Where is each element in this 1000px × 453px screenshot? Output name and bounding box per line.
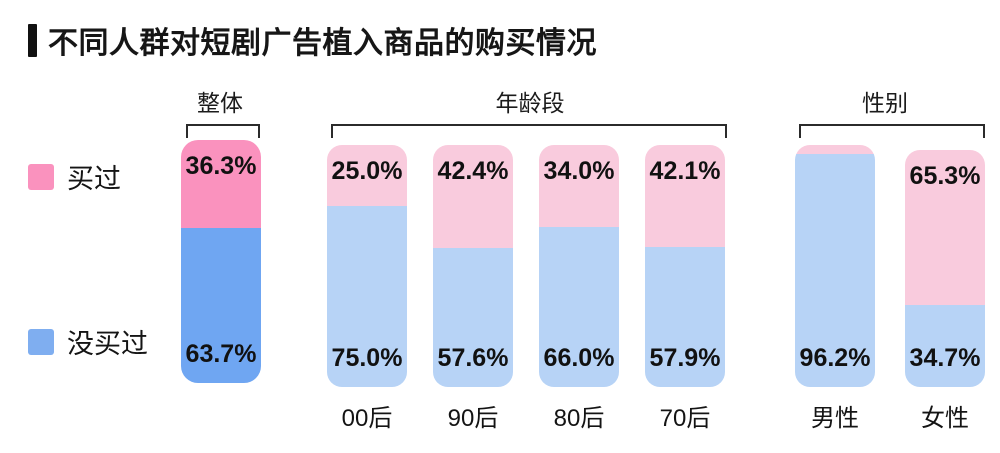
legend-item-not-bought[interactable]: 没买过 [28,322,148,361]
x-label-男性: 男性 [811,405,859,432]
bracket-gender [799,124,985,138]
bar-女性[interactable]: 65.3% 34.7% [905,150,985,387]
bar-segment-not-bought-男性: 96.2% [795,154,875,387]
title-accent-bar [28,23,37,57]
bar-segment-bought-整体: 36.3% [181,140,261,229]
bar-segment-bought-男性 [795,145,875,155]
x-label-80后: 80后 [553,405,605,432]
bar-value-bought-00后: 25.0% [331,157,403,185]
x-label-00后: 00后 [341,405,393,432]
legend-label-not-bought: 没买过 [67,329,148,359]
bar-value-not-bought-80后: 66.0% [543,343,615,372]
group-label-overall: 整体 [197,90,243,116]
bar-00后[interactable]: 25.0% 75.0% [327,145,407,387]
bar-value-bought-70后: 42.1% [649,157,721,185]
legend-label-bought: 买过 [67,164,121,194]
bar-男性[interactable]: 96.2% [795,145,875,387]
legend-item-bought[interactable]: 买过 [28,157,121,196]
bar-value-bought-80后: 34.0% [543,157,615,185]
legend-swatch-not-bought [28,328,54,355]
bar-segment-not-bought-80后: 66.0% [539,227,619,387]
bar-segment-bought-70后: 42.1% [645,145,725,247]
bar-value-not-bought-整体: 63.7% [185,339,257,368]
x-label-90后: 90后 [447,405,499,432]
bar-segment-not-bought-整体: 63.7% [181,228,261,383]
bar-segment-not-bought-女性: 34.7% [905,304,985,387]
group-label-age: 年龄段 [495,90,565,116]
bar-value-bought-女性: 65.3% [909,162,981,190]
x-label-70后: 70后 [659,405,711,432]
bar-segment-not-bought-00后: 75.0% [327,205,407,387]
bar-70后[interactable]: 42.1% 57.9% [645,145,725,387]
bracket-overall [186,124,260,138]
bar-segment-not-bought-90后: 57.6% [433,247,513,387]
bar-value-not-bought-男性: 96.2% [799,343,871,372]
bar-value-not-bought-90后: 57.6% [437,343,509,372]
bar-value-not-bought-女性: 34.7% [909,343,981,372]
bar-整体[interactable]: 36.3% 63.7% [181,140,261,383]
bar-value-not-bought-00后: 75.0% [331,344,403,372]
bracket-age [331,124,727,138]
bar-segment-bought-80后: 34.0% [539,145,619,228]
bar-value-not-bought-70后: 57.9% [649,343,721,372]
bar-80后[interactable]: 34.0% 66.0% [539,145,619,387]
bar-segment-not-bought-70后: 57.9% [645,246,725,387]
group-label-gender: 性别 [862,90,908,116]
bar-segment-bought-90后: 42.4% [433,145,513,248]
bar-value-bought-整体: 36.3% [185,152,257,180]
chart-title: 不同人群对短剧广告植入商品的购买情况 [28,18,597,62]
x-label-女性: 女性 [921,405,969,432]
legend-swatch-bought [28,163,54,190]
bar-segment-bought-00后: 25.0% [327,145,407,206]
bar-value-bought-90后: 42.4% [437,157,509,185]
page-title: 不同人群对短剧广告植入商品的购买情况 [48,27,597,60]
bar-segment-bought-女性: 65.3% [905,150,985,305]
bar-90后[interactable]: 42.4% 57.6% [433,145,513,387]
